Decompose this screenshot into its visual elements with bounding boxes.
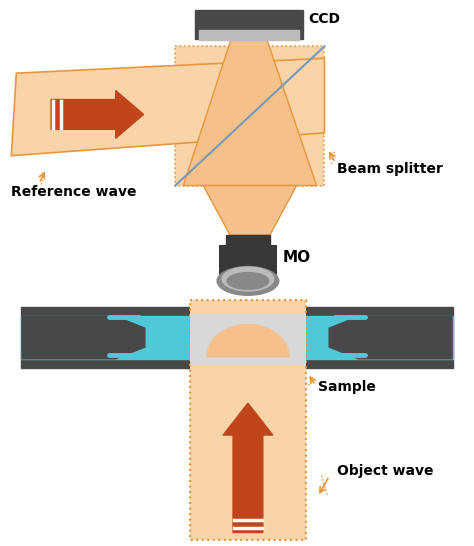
Bar [226,235,270,245]
Bar [175,46,325,186]
FancyArrow shape [51,91,144,138]
Bar [219,245,277,281]
Text: MO: MO [283,250,311,265]
Bar [199,31,299,40]
Text: Reference wave: Reference wave [11,186,137,199]
Text: CCD: CCD [309,13,341,27]
Polygon shape [21,316,146,359]
Polygon shape [206,324,290,358]
Bar [195,9,302,39]
Ellipse shape [222,267,274,291]
Text: Beam splitter: Beam splitter [337,162,443,176]
Polygon shape [328,316,453,359]
Text: Object wave: Object wave [337,464,434,478]
Bar [21,316,453,359]
Bar [21,307,453,369]
Polygon shape [203,186,297,235]
Ellipse shape [217,266,279,295]
Text: Sample: Sample [318,381,375,394]
Polygon shape [183,39,317,186]
Polygon shape [11,58,325,156]
Bar [190,314,306,365]
Bar [190,300,306,541]
Ellipse shape [227,272,269,289]
FancyArrow shape [223,403,273,532]
